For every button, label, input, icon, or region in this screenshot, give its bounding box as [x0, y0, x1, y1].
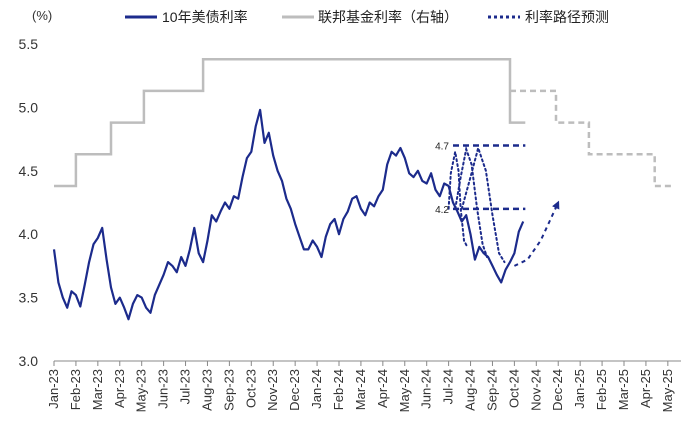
- x-tick-label: Mar-25: [616, 369, 631, 410]
- y-tick-label: 3.5: [19, 290, 39, 306]
- x-tick-label: Mar-24: [353, 369, 368, 410]
- x-tick-label: Sep-24: [484, 369, 499, 411]
- x-tick-label: Feb-25: [594, 369, 609, 410]
- x-tick-label: Jan-24: [309, 369, 324, 409]
- annotation-label: 4.2: [435, 205, 449, 216]
- legend-label-fed-funds: 联邦基金利率（右轴）: [318, 9, 458, 25]
- rate-path-curve: [460, 144, 506, 264]
- x-tick-label: Jan-23: [46, 369, 61, 409]
- legend-item-fed-funds: 联邦基金利率（右轴）: [282, 9, 458, 25]
- x-tick-label: Dec-23: [287, 369, 302, 411]
- x-tick-label: Jun-24: [419, 369, 434, 409]
- x-tick-label: Jun-23: [156, 369, 171, 409]
- ten-year-yield-line: [52, 108, 525, 321]
- legend-label-path: 利率路径预测: [525, 9, 609, 25]
- x-tick-label: Feb-23: [68, 369, 83, 410]
- fed-funds-projection-line: [510, 89, 673, 188]
- annotation-label: 4.7: [435, 141, 449, 152]
- x-tick-label: Jul-24: [441, 369, 456, 404]
- y-tick-label: 5.5: [19, 36, 39, 52]
- x-tick-label: Sep-23: [221, 369, 236, 411]
- legend-item-yield: 10年美债利率: [125, 9, 248, 25]
- x-tick-label: Jan-25: [572, 369, 587, 409]
- y-tick-label: 3.0: [19, 353, 39, 369]
- x-axis: Jan-23 Feb-23 Mar-23 Apr-23 May-23 Jun-23 Jul-…: [46, 361, 675, 412]
- x-tick-label: Apr-25: [638, 369, 653, 408]
- legend: 10年美债利率 联邦基金利率（右轴） 利率路径预测: [125, 9, 609, 25]
- legend-label-yield: 10年美债利率: [162, 9, 248, 25]
- x-tick-label: Nov-24: [528, 369, 543, 411]
- rate-path-curve: [447, 151, 469, 248]
- annotation-layer: 4.7 4.2: [435, 141, 526, 216]
- rate-path-curve: [454, 145, 488, 258]
- x-tick-label: May-23: [134, 369, 149, 412]
- x-tick-label: Aug-23: [199, 369, 214, 411]
- y-tick-label: 4.0: [19, 226, 39, 242]
- x-tick-label: Mar-23: [90, 369, 105, 410]
- x-tick-label: Aug-24: [463, 369, 478, 411]
- unit-label: (%): [32, 8, 52, 23]
- x-tick-label: Apr-23: [112, 369, 127, 408]
- y-axis: 3.0 3.5 4.0 4.5 5.0 5.5: [19, 36, 39, 369]
- x-tick-label: Apr-24: [375, 369, 390, 408]
- x-tick-label: Oct-23: [243, 369, 258, 408]
- rate-path-forecast: [513, 200, 560, 267]
- x-tick-label: Oct-24: [506, 369, 521, 408]
- x-tick-label: Dec-24: [550, 369, 565, 411]
- x-tick-label: Jul-23: [178, 369, 193, 404]
- x-tick-label: May-24: [397, 369, 412, 412]
- legend-item-path: 利率路径预测: [488, 9, 609, 25]
- fed-funds-line: [54, 57, 526, 188]
- y-tick-label: 5.0: [19, 99, 39, 115]
- y-tick-label: 4.5: [19, 163, 39, 179]
- x-tick-label: May-25: [660, 369, 675, 412]
- x-tick-label: Feb-24: [331, 369, 346, 410]
- x-tick-label: Nov-23: [265, 369, 280, 411]
- series-layer: [52, 57, 673, 321]
